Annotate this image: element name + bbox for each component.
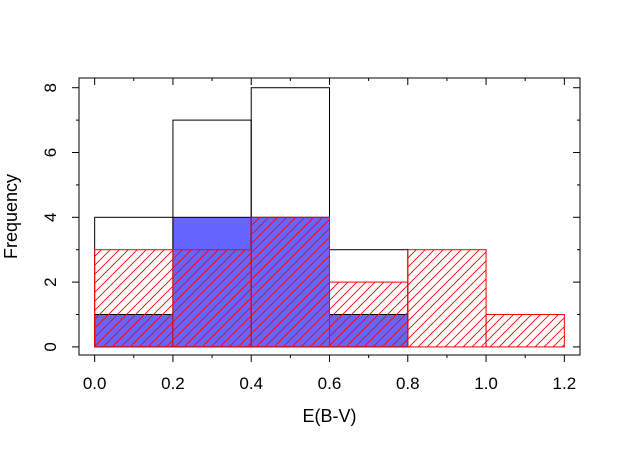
hatched-bar xyxy=(329,281,409,348)
x-tick-label: 0.0 xyxy=(83,374,107,393)
x-axis-title: E(B-V) xyxy=(303,406,357,426)
x-tick-label: 0.6 xyxy=(318,374,342,393)
x-tick-label: 1.0 xyxy=(474,374,498,393)
x-tick-label: 0.8 xyxy=(396,374,420,393)
x-axis-ticks: 0.0 0.2 0.4 0.6 0.8 1.0 1.2 xyxy=(83,78,576,393)
y-axis-ticks: 0 2 4 6 8 xyxy=(41,83,580,352)
hatched-series xyxy=(94,216,565,348)
y-tick-label: 6 xyxy=(41,148,60,157)
x-tick-label: 0.4 xyxy=(239,374,263,393)
y-tick-label: 0 xyxy=(41,342,60,351)
y-axis-title: Frequency xyxy=(1,174,21,259)
x-tick-label: 0.2 xyxy=(161,374,185,393)
hatched-bar xyxy=(485,314,565,348)
y-tick-label: 4 xyxy=(41,213,60,222)
hatched-bar xyxy=(407,249,487,348)
hatched-bar xyxy=(250,216,330,348)
y-tick-label: 2 xyxy=(41,277,60,286)
x-tick-label: 1.2 xyxy=(553,374,577,393)
hatched-bar xyxy=(172,249,252,348)
hatched-bar xyxy=(94,249,174,348)
y-tick-label: 8 xyxy=(41,83,60,92)
